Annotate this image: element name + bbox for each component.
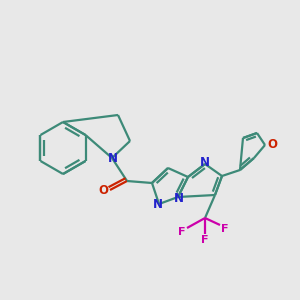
Text: F: F	[201, 235, 209, 245]
Text: O: O	[98, 184, 108, 197]
Text: F: F	[221, 224, 229, 234]
Text: N: N	[174, 191, 184, 205]
Text: N: N	[108, 152, 118, 164]
Text: N: N	[200, 157, 210, 169]
Text: O: O	[267, 139, 277, 152]
Text: F: F	[178, 227, 186, 237]
Text: N: N	[153, 199, 163, 212]
